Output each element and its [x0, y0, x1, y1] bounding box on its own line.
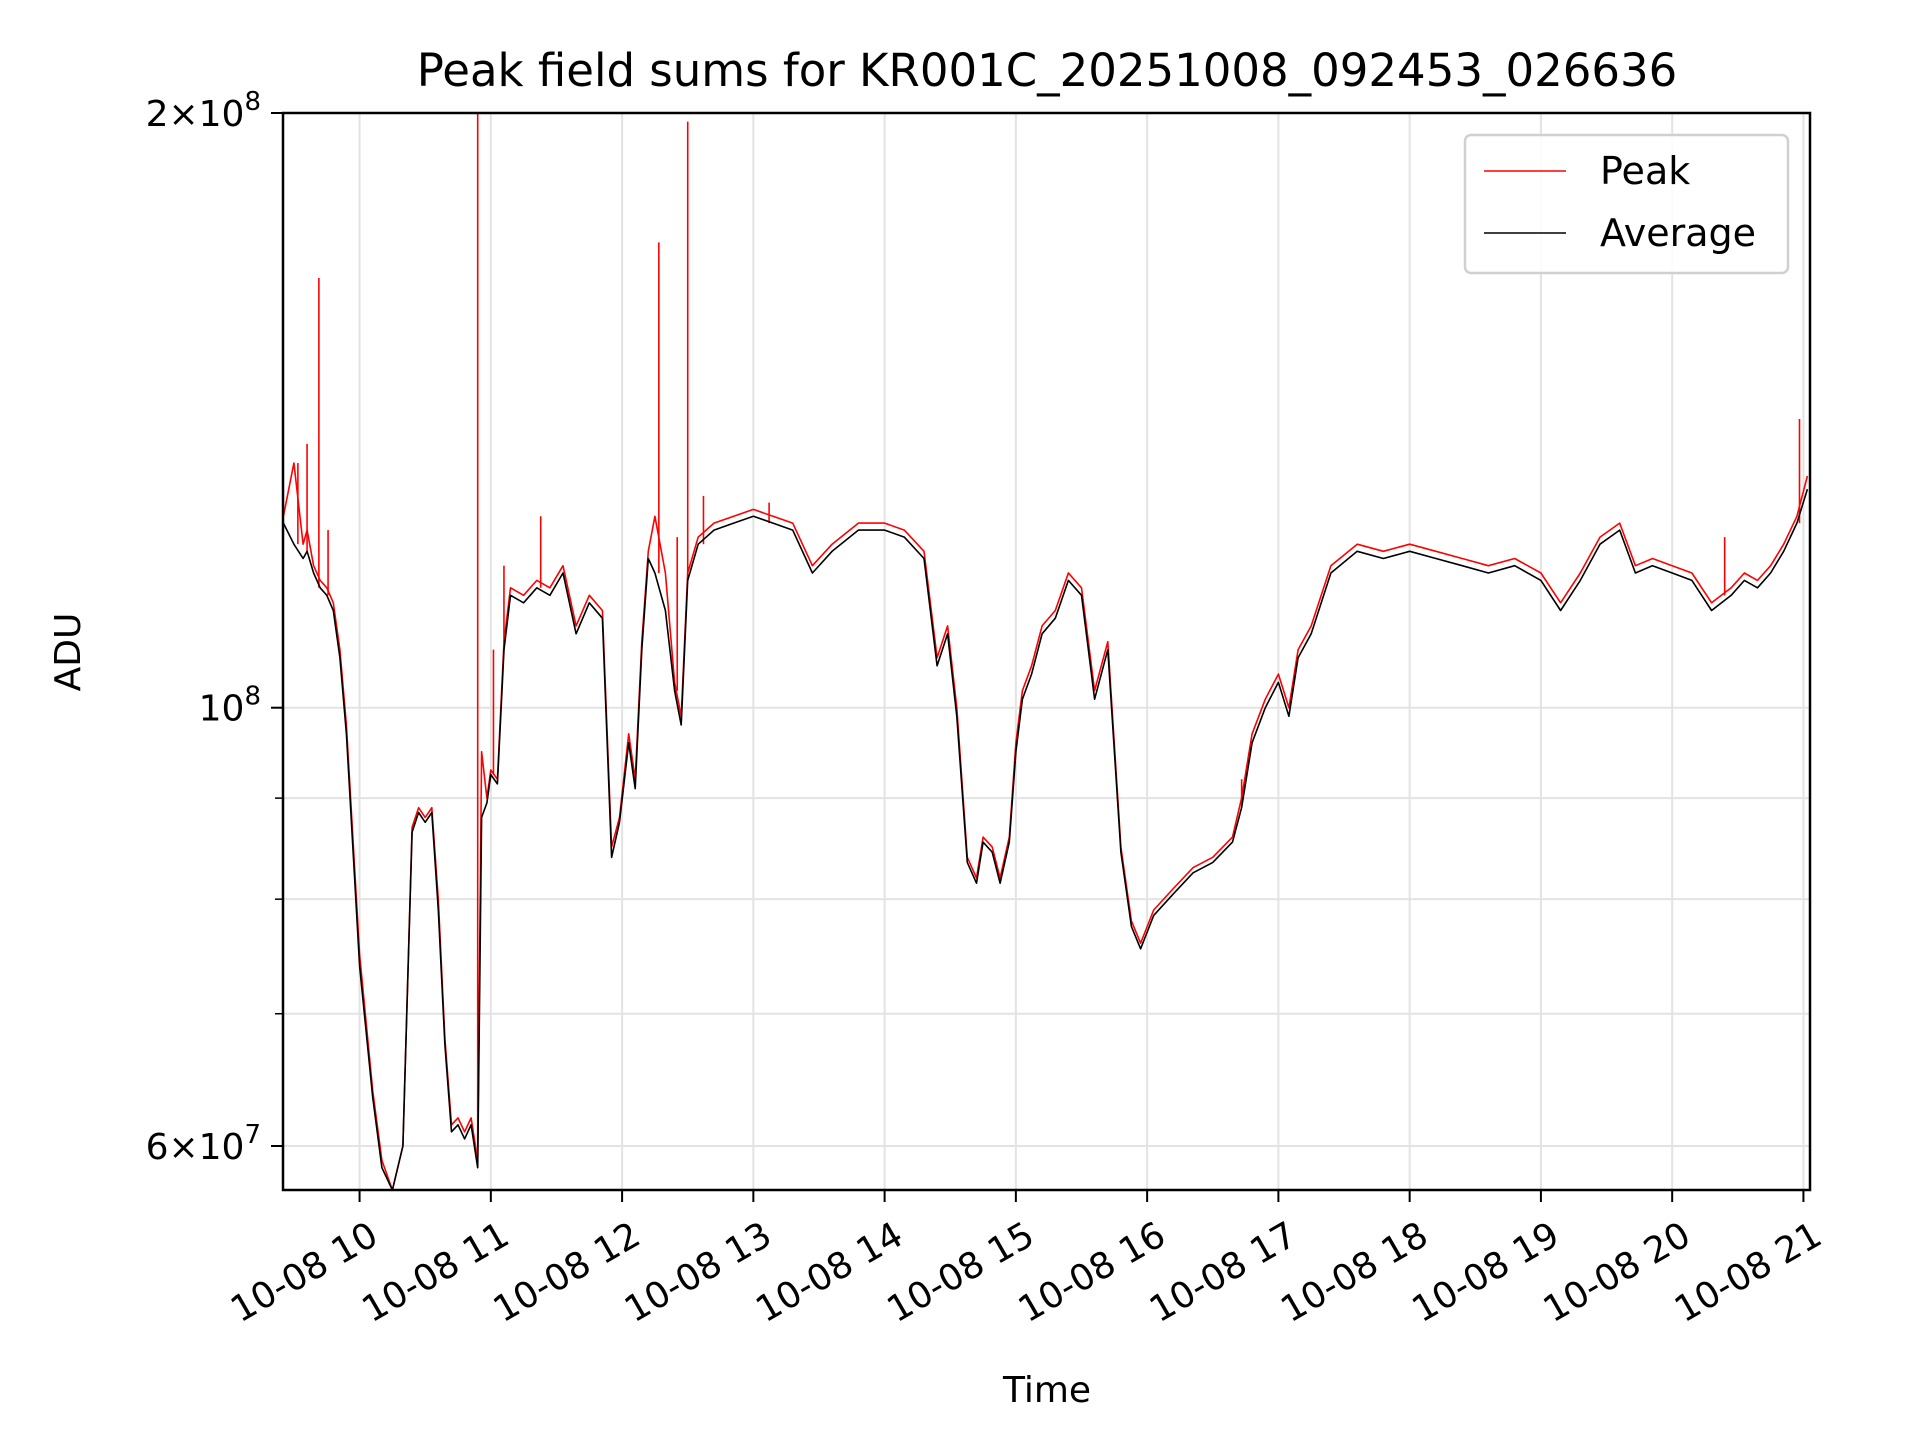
x-tick-label: 10-08 17 [1143, 1214, 1304, 1330]
x-axis-label: Time [1002, 1370, 1091, 1411]
x-tick-label: 10-08 13 [618, 1214, 779, 1330]
x-tick-label: 10-08 18 [1274, 1214, 1435, 1330]
legend-label-average: Average [1600, 211, 1756, 255]
y-tick-label: 6×107 [146, 1120, 261, 1168]
y-tick-label: 108 [199, 682, 261, 730]
x-tick-label: 10-08 19 [1406, 1214, 1567, 1330]
legend-label-peak: Peak [1600, 149, 1690, 193]
series-line-average [282, 488, 1809, 1191]
x-tick-label: 10-08 14 [749, 1214, 910, 1330]
legend-box [1463, 133, 1790, 275]
plot-area [282, 113, 1809, 1191]
plot-frame [281, 111, 1812, 1192]
series-line-peak [282, 462, 1809, 1191]
x-tick-label: 10-08 21 [1668, 1214, 1829, 1330]
chart-title: Peak field sums for KR001C_20251008_0924… [417, 44, 1677, 97]
x-tick-label: 10-08 16 [1012, 1214, 1173, 1330]
x-tick-label: 10-08 12 [487, 1214, 648, 1330]
x-tick-label: 10-08 15 [880, 1214, 1041, 1330]
legend: Peak Average [1463, 133, 1790, 275]
y-axis-label: ADU [48, 613, 89, 692]
x-tick-label: 10-08 20 [1537, 1214, 1698, 1330]
x-tick-label: 10-08 11 [355, 1214, 516, 1330]
y-tick-label: 2×108 [146, 87, 261, 135]
x-tick-label: 10-08 10 [224, 1214, 385, 1330]
y-axis: 2×108 108 6×107 [146, 87, 283, 1168]
grid-lines [283, 112, 1810, 1190]
